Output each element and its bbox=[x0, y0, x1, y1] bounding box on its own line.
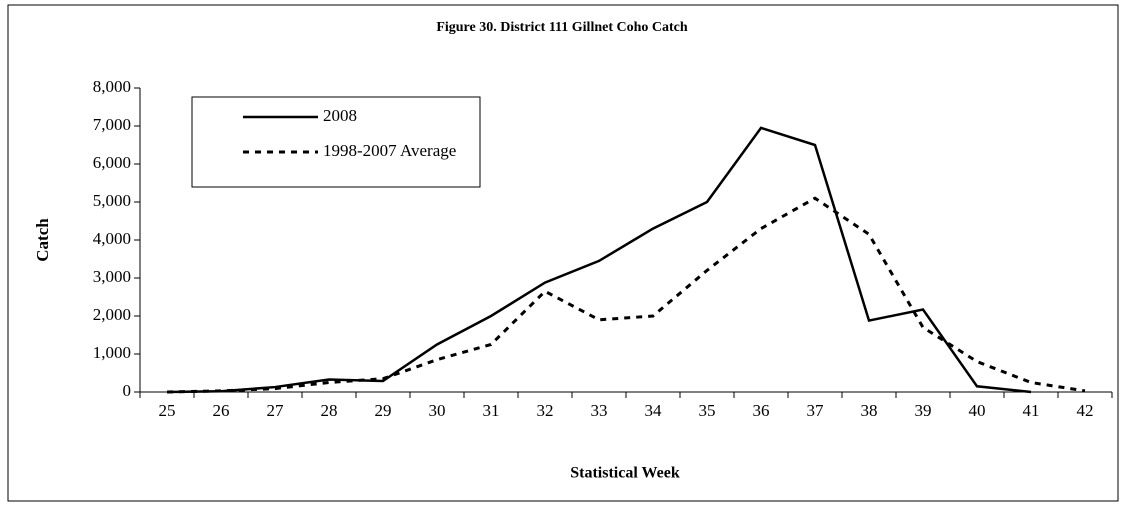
x-tick-label: 35 bbox=[699, 401, 716, 420]
x-tick-label: 30 bbox=[429, 401, 446, 420]
x-tick-label: 26 bbox=[213, 401, 230, 420]
x-tick-label: 36 bbox=[753, 401, 770, 420]
x-tick-label: 38 bbox=[861, 401, 878, 420]
y-tick-label: 2,000 bbox=[93, 305, 131, 324]
legend-label: 2008 bbox=[323, 106, 357, 125]
x-axis-label: Statistical Week bbox=[570, 465, 680, 482]
y-tick-label: 1,000 bbox=[93, 343, 131, 362]
x-tick-label: 34 bbox=[645, 401, 663, 420]
x-tick-label: 25 bbox=[159, 401, 176, 420]
x-tick-label: 41 bbox=[1023, 401, 1040, 420]
y-axis-label: Catch bbox=[33, 218, 52, 262]
x-tick-label: 33 bbox=[591, 401, 608, 420]
legend-box bbox=[191, 96, 481, 188]
x-tick-label: 40 bbox=[969, 401, 986, 420]
x-tick-label: 31 bbox=[483, 401, 500, 420]
x-tick-label: 42 bbox=[1077, 401, 1094, 420]
legend-label: 1998-2007 Average bbox=[323, 141, 456, 160]
chart-border bbox=[7, 4, 1119, 502]
series-line bbox=[166, 126, 1032, 394]
y-tick-label: 0 bbox=[123, 381, 132, 400]
y-tick-label: 4,000 bbox=[93, 229, 131, 248]
y-tick-label: 5,000 bbox=[93, 191, 131, 210]
x-tick-label: 29 bbox=[375, 401, 392, 420]
y-tick-label: 6,000 bbox=[93, 153, 131, 172]
y-tick-label: 7,000 bbox=[93, 115, 131, 134]
chart-title: Figure 30. District 111 Gillnet Coho Cat… bbox=[436, 20, 688, 35]
y-tick-label: 3,000 bbox=[93, 267, 131, 286]
x-tick-label: 32 bbox=[537, 401, 554, 420]
x-tick-label: 28 bbox=[321, 401, 338, 420]
x-tick-label: 39 bbox=[915, 401, 932, 420]
series-line bbox=[166, 196, 1086, 394]
x-tick-label: 27 bbox=[267, 401, 285, 420]
x-tick-label: 37 bbox=[807, 401, 825, 420]
y-tick-label: 8,000 bbox=[93, 77, 131, 96]
